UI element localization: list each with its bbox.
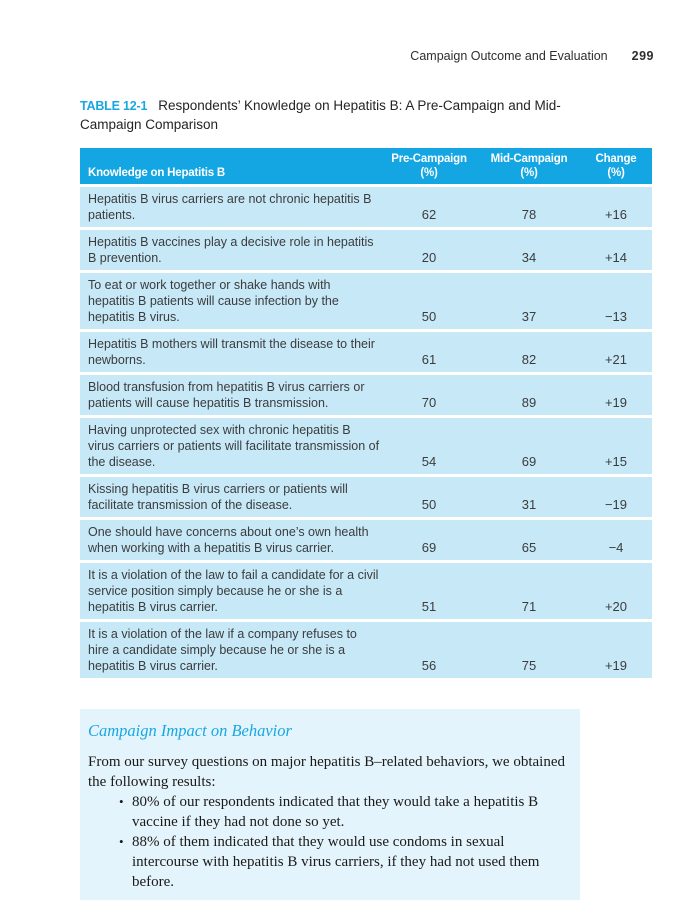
column-header-unit: (%) <box>420 166 438 179</box>
change-cell: +19 <box>604 395 628 410</box>
table-row: It is a violation of the law to fail a c… <box>80 560 652 619</box>
data-table: Knowledge on Hepatitis B Pre-Campaign (%… <box>80 148 652 678</box>
statement-cell: Hepatitis B virus carriers are not chron… <box>88 192 372 222</box>
table-label: TABLE 12-1 <box>80 99 148 113</box>
table-row: Hepatitis B virus carriers are not chron… <box>80 184 652 227</box>
statement-cell: One should have concerns about one’s own… <box>88 525 369 555</box>
change-cell: +15 <box>604 454 628 469</box>
table-row: Kissing hepatitis B virus carriers or pa… <box>80 474 652 517</box>
mid-campaign-cell: 31 <box>521 497 537 512</box>
change-cell: −4 <box>608 540 624 555</box>
bullet-text: 88% of them indicated that they would us… <box>132 834 540 890</box>
pre-campaign-cell: 54 <box>421 454 437 469</box>
running-header-title: Campaign Outcome and Evaluation <box>410 49 608 63</box>
bullet-text: 80% of our respondents indicated that th… <box>132 794 539 830</box>
change-cell: +16 <box>604 207 628 222</box>
mid-campaign-cell: 37 <box>521 309 537 324</box>
table-row: It is a violation of the law if a compan… <box>80 619 652 678</box>
behavior-callout-box: Campaign Impact on Behavior From our sur… <box>80 709 580 900</box>
bullet-item: • 88% of them indicated that they would … <box>88 832 574 892</box>
running-header: Campaign Outcome and Evaluation 299 <box>410 49 654 63</box>
statement-cell: It is a violation of the law if a compan… <box>88 627 357 673</box>
table-caption: TABLE 12-1 Respondents’ Knowledge on Hepa… <box>80 97 580 133</box>
pre-campaign-cell: 69 <box>421 540 437 555</box>
table-row: Hepatitis B mothers will transmit the di… <box>80 329 652 372</box>
table-body: Hepatitis B virus carriers are not chron… <box>80 184 652 678</box>
behavior-intro: From our survey questions on major hepat… <box>88 754 565 790</box>
bullet-item: • 80% of our respondents indicated that … <box>88 792 574 832</box>
mid-campaign-cell: 69 <box>521 454 537 469</box>
bullet-list: • 80% of our respondents indicated that … <box>88 792 574 892</box>
page-number: 299 <box>631 49 654 63</box>
statement-cell: It is a violation of the law to fail a c… <box>88 568 379 614</box>
table-row: Blood transfusion from hepatitis B virus… <box>80 372 652 415</box>
pre-campaign-cell: 61 <box>421 352 437 367</box>
page-content: TABLE 12-1 Respondents’ Knowledge on Hepa… <box>80 97 652 900</box>
pre-campaign-cell: 50 <box>421 309 437 324</box>
mid-campaign-cell: 71 <box>521 599 537 614</box>
change-cell: +20 <box>604 599 628 614</box>
column-header-knowledge: Knowledge on Hepatitis B <box>88 166 226 179</box>
mid-campaign-cell: 89 <box>521 395 537 410</box>
mid-campaign-cell: 75 <box>521 658 537 673</box>
table-title: Respondents’ Knowledge on Hepatitis B: A… <box>80 98 561 132</box>
pre-campaign-cell: 70 <box>421 395 437 410</box>
mid-campaign-cell: 65 <box>521 540 537 555</box>
statement-cell: To eat or work together or shake hands w… <box>88 278 339 324</box>
column-header-change: Change (%) <box>580 153 652 180</box>
mid-campaign-cell: 82 <box>521 352 537 367</box>
pre-campaign-cell: 20 <box>421 250 437 265</box>
bullet-icon: • <box>119 794 124 809</box>
statement-cell: Hepatitis B mothers will transmit the di… <box>88 337 375 367</box>
column-header-mid-campaign: Mid-Campaign (%) <box>478 153 580 180</box>
pre-campaign-cell: 50 <box>421 497 437 512</box>
change-cell: +14 <box>604 250 628 265</box>
table-header-row: Knowledge on Hepatitis B Pre-Campaign (%… <box>80 148 652 184</box>
behavior-heading: Campaign Impact on Behavior <box>88 721 292 740</box>
statement-cell: Having unprotected sex with chronic hepa… <box>88 423 380 469</box>
pre-campaign-cell: 62 <box>421 207 437 222</box>
table-row: Hepatitis B vaccines play a decisive rol… <box>80 227 652 270</box>
column-header-unit: (%) <box>607 166 625 179</box>
change-cell: −19 <box>604 497 628 512</box>
change-cell: −13 <box>604 309 628 324</box>
statement-cell: Blood transfusion from hepatitis B virus… <box>88 380 365 410</box>
mid-campaign-cell: 34 <box>521 250 537 265</box>
column-header-label: Change <box>595 153 637 165</box>
change-cell: +19 <box>604 658 628 673</box>
bullet-icon: • <box>119 834 124 849</box>
column-header-unit: (%) <box>520 166 538 179</box>
pre-campaign-cell: 51 <box>421 599 437 614</box>
column-header-label: Pre-Campaign <box>391 153 467 165</box>
table-row: One should have concerns about one’s own… <box>80 517 652 560</box>
column-header-label: Mid-Campaign <box>490 153 568 165</box>
pre-campaign-cell: 56 <box>421 658 437 673</box>
column-header-pre-campaign: Pre-Campaign (%) <box>380 153 478 180</box>
statement-cell: Kissing hepatitis B virus carriers or pa… <box>88 482 348 512</box>
statement-cell: Hepatitis B vaccines play a decisive rol… <box>88 235 374 265</box>
mid-campaign-cell: 78 <box>521 207 537 222</box>
change-cell: +21 <box>604 352 628 367</box>
table-row: To eat or work together or shake hands w… <box>80 270 652 329</box>
table-row: Having unprotected sex with chronic hepa… <box>80 415 652 474</box>
